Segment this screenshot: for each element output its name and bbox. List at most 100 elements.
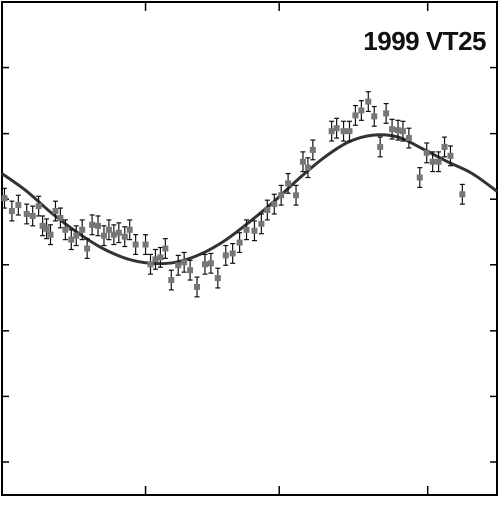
data-point: [447, 145, 454, 167]
chart-title: 1999 VT25: [363, 26, 486, 56]
data-point-marker: [395, 127, 401, 134]
data-point: [57, 207, 64, 229]
data-point: [142, 234, 149, 256]
data-point-marker: [389, 126, 396, 133]
data-point: [175, 254, 182, 276]
data-point: [243, 219, 250, 241]
data-point-marker: [333, 125, 340, 132]
data-point-marker: [201, 261, 208, 268]
data-point-marker: [52, 208, 59, 215]
data-point: [251, 220, 258, 242]
data-point-marker: [299, 158, 306, 165]
data-point-marker: [142, 241, 149, 248]
data-point: [229, 242, 236, 264]
data-point: [84, 238, 91, 259]
data-point: [121, 226, 128, 248]
data-point-marker: [79, 226, 86, 233]
data-point: [383, 102, 390, 124]
data-point-marker: [84, 245, 91, 252]
data-point: [168, 269, 175, 291]
data-point: [15, 194, 22, 216]
data-point-marker: [29, 212, 36, 219]
data-point: [126, 219, 133, 241]
data-point: [328, 120, 335, 142]
data-point-marker: [435, 158, 442, 165]
data-point: [47, 224, 54, 246]
data-point: [365, 91, 372, 113]
data-point: [399, 120, 406, 142]
data-point: [95, 215, 102, 237]
data-point-marker: [358, 107, 365, 114]
data-point-marker: [258, 220, 265, 227]
data-point-marker: [459, 191, 466, 198]
data-point-marker: [157, 254, 164, 261]
data-point-marker: [68, 236, 75, 243]
data-point-marker: [264, 207, 271, 214]
data-point-marker: [126, 226, 133, 233]
data-point-marker: [35, 203, 42, 210]
data-point-marker: [8, 208, 15, 215]
data-point-marker: [383, 110, 390, 117]
plot-frame: [1, 1, 498, 496]
data-point: [441, 136, 448, 158]
data-point-marker: [147, 261, 154, 268]
data-point: [389, 118, 396, 140]
data-point: [278, 184, 285, 206]
data-point: [194, 276, 201, 298]
data-points-layer: [1, 91, 466, 298]
data-point-marker: [162, 245, 169, 252]
data-point: [429, 151, 436, 173]
data-point-marker: [405, 135, 412, 142]
data-point-marker: [243, 226, 250, 233]
data-point-marker: [73, 232, 80, 239]
model-curve: [1, 133, 498, 266]
data-point: [187, 259, 194, 281]
data-point: [293, 184, 300, 206]
data-point-marker: [447, 152, 454, 159]
data-point: [299, 151, 306, 173]
data-point-marker: [100, 232, 107, 239]
data-point-marker: [23, 210, 30, 217]
data-point: [377, 136, 384, 158]
data-point-marker: [340, 128, 347, 135]
axis-ticks: [1, 1, 497, 495]
data-point: [110, 224, 117, 246]
data-point-marker: [43, 225, 50, 232]
data-point-marker: [121, 233, 128, 240]
data-point: [346, 120, 353, 142]
data-point: [214, 267, 221, 289]
data-point-marker: [187, 267, 194, 274]
data-point: [73, 225, 80, 247]
data-point: [358, 99, 365, 121]
data-point: [371, 105, 378, 127]
data-point: [395, 119, 401, 141]
data-point: [309, 139, 316, 161]
data-point: [152, 248, 159, 270]
data-point: [416, 167, 423, 188]
data-point-marker: [346, 128, 353, 135]
data-point-marker: [152, 256, 159, 263]
data-point: [105, 219, 112, 241]
data-point-marker: [285, 180, 292, 187]
data-point-marker: [251, 227, 258, 234]
data-point-marker: [222, 252, 229, 259]
data-point: [285, 172, 292, 194]
data-point-marker: [110, 231, 117, 238]
data-point: [459, 183, 466, 205]
data-point: [147, 253, 154, 275]
model-curve-layer: [1, 133, 498, 266]
data-point: [1, 187, 8, 209]
plot-border: [1, 1, 498, 496]
data-point-marker: [423, 149, 430, 156]
data-point-marker: [229, 250, 236, 257]
data-point-marker: [89, 221, 96, 228]
data-point-marker: [1, 195, 8, 202]
data-point-marker: [175, 262, 182, 269]
data-point: [157, 246, 164, 268]
data-point: [52, 200, 59, 222]
data-point-marker: [194, 283, 201, 290]
data-point-marker: [441, 143, 448, 150]
data-point: [162, 238, 169, 259]
data-point: [222, 244, 229, 266]
